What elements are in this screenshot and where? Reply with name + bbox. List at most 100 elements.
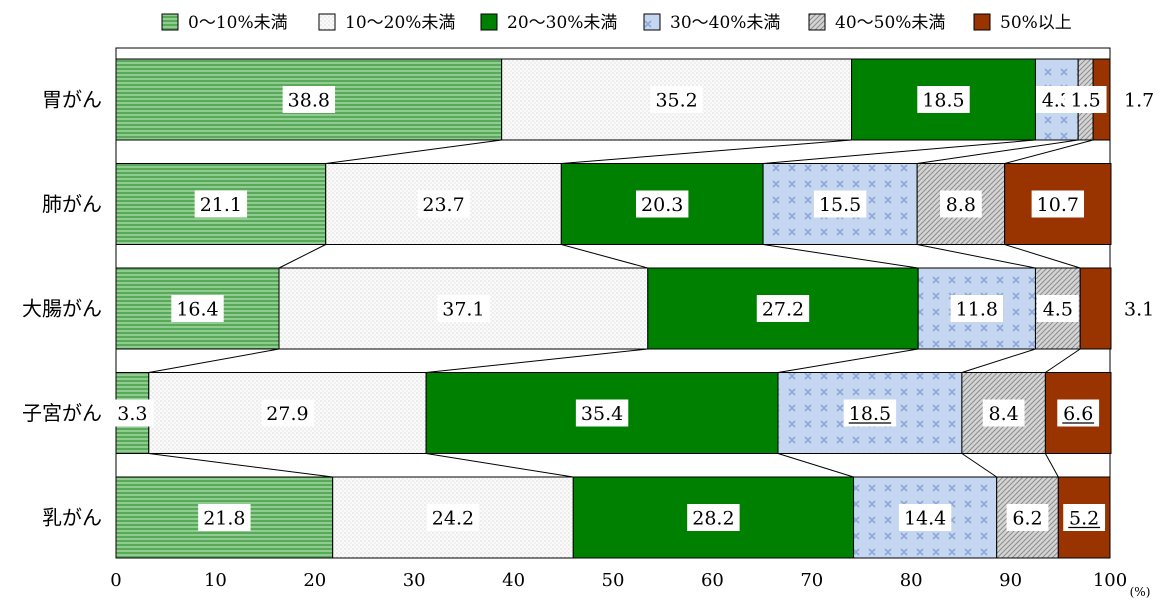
connector-line — [325, 139, 502, 164]
data-label: 10.7 — [1037, 194, 1079, 216]
legend-swatch — [643, 13, 661, 31]
data-label-bg — [1057, 399, 1100, 427]
data-label-bg — [813, 190, 867, 218]
data-label: 21.1 — [200, 194, 242, 216]
data-label-bg — [1063, 504, 1106, 531]
data-label: 27.9 — [266, 403, 308, 425]
data-label-bg — [917, 86, 970, 113]
data-label-bg — [194, 190, 248, 218]
data-label: 1.7 — [1124, 90, 1154, 112]
connector-line — [777, 348, 919, 373]
data-label: 15.5 — [819, 194, 861, 216]
connector-line — [426, 453, 574, 478]
data-label-bg — [1036, 295, 1079, 322]
legend-label: 30～40%未満 — [670, 13, 780, 33]
connector-line — [961, 348, 1036, 373]
connector-line — [148, 348, 280, 373]
data-label-bg — [898, 504, 952, 531]
data-label-bg — [950, 295, 1004, 322]
connector-line — [278, 244, 326, 269]
x-tick-label: 70 — [800, 570, 823, 591]
connector-line — [1004, 244, 1081, 269]
data-label: 1.5 — [1071, 90, 1101, 112]
data-label: 4.5 — [1043, 299, 1073, 321]
connector-line — [561, 139, 852, 164]
data-label-bg — [417, 190, 470, 218]
connector-line — [426, 348, 648, 373]
connector-line — [148, 453, 333, 478]
data-label: 4.3 — [1042, 90, 1072, 112]
connector-line — [1045, 348, 1081, 373]
bar-segment — [1079, 267, 1112, 350]
x-tick-label: 50 — [602, 570, 625, 591]
data-labels: 38.8 35.2 18.5 4.31.5 1.7 21.1 23.7 20.3 15.5 8.8… — [111, 86, 1160, 531]
data-label-bg — [1006, 504, 1049, 531]
legend-label: 20～30%未満 — [507, 13, 617, 33]
category-label: 子宮がん — [22, 401, 102, 425]
category-label: 大腸がん — [22, 297, 102, 321]
category-label: 乳がん — [42, 506, 102, 530]
legend-swatch — [808, 13, 826, 31]
data-label-bg — [1118, 295, 1160, 322]
data-label-bg — [1118, 86, 1160, 113]
data-label: 35.4 — [581, 403, 623, 425]
category-label: 肺がん — [42, 192, 102, 216]
data-label: 24.2 — [432, 508, 474, 530]
data-label-bg — [111, 399, 154, 427]
data-label: 6.6 — [1063, 403, 1093, 425]
connector-line — [917, 139, 1079, 164]
data-label-bg — [261, 399, 314, 427]
data-label-bg — [687, 504, 740, 531]
data-label: 21.8 — [203, 508, 245, 530]
connector-line — [763, 139, 1036, 164]
data-label-bg — [650, 86, 703, 113]
connector-line — [917, 244, 1036, 269]
legend-swatch — [318, 13, 336, 31]
legend-label: 40～50%未満 — [835, 13, 945, 33]
x-tick-label: 0 — [110, 570, 121, 591]
data-label-bg — [575, 399, 629, 427]
data-label-bg — [437, 295, 490, 322]
data-label-bg — [843, 399, 897, 427]
data-label-bg — [756, 295, 810, 322]
data-label-bg — [282, 86, 336, 113]
connector-line — [1004, 139, 1094, 164]
data-label: 20.3 — [641, 194, 683, 216]
data-label: 18.5 — [849, 403, 891, 425]
legend-swatch — [161, 13, 179, 31]
legend-label: 10～20%未満 — [345, 13, 455, 33]
connector-line — [561, 244, 648, 269]
legend-swatch — [973, 13, 991, 31]
data-label: 37.1 — [442, 299, 484, 321]
legend-label: 0～10%未満 — [188, 13, 288, 33]
x-tick-label: 10 — [204, 570, 227, 591]
connector-line — [961, 453, 997, 478]
data-label: 23.7 — [422, 194, 464, 216]
data-label: 38.8 — [288, 90, 330, 112]
x-axis-unit: (%) — [1130, 585, 1151, 599]
connector-line — [1044, 453, 1059, 478]
data-label-bg — [982, 399, 1025, 427]
data-label: 18.5 — [922, 90, 964, 112]
data-label: 16.4 — [176, 299, 218, 321]
x-tick-label: 20 — [303, 570, 326, 591]
data-label-bg — [940, 190, 982, 218]
legend-label: 50%以上 — [1000, 13, 1072, 33]
connector-line — [763, 244, 919, 269]
x-tick-label: 30 — [403, 570, 426, 591]
data-label: 35.2 — [655, 90, 697, 112]
data-label: 11.8 — [956, 299, 998, 321]
data-label-bg — [426, 504, 480, 531]
data-label: 8.8 — [946, 194, 976, 216]
x-tick-label: 80 — [900, 570, 923, 591]
data-label-bg — [198, 504, 251, 531]
data-label: 28.2 — [692, 508, 734, 530]
data-label-bg — [1064, 86, 1107, 113]
data-label-bg — [636, 190, 689, 218]
x-tick-label: 40 — [502, 570, 525, 591]
data-label: 8.4 — [989, 403, 1019, 425]
connector-line — [777, 453, 854, 478]
